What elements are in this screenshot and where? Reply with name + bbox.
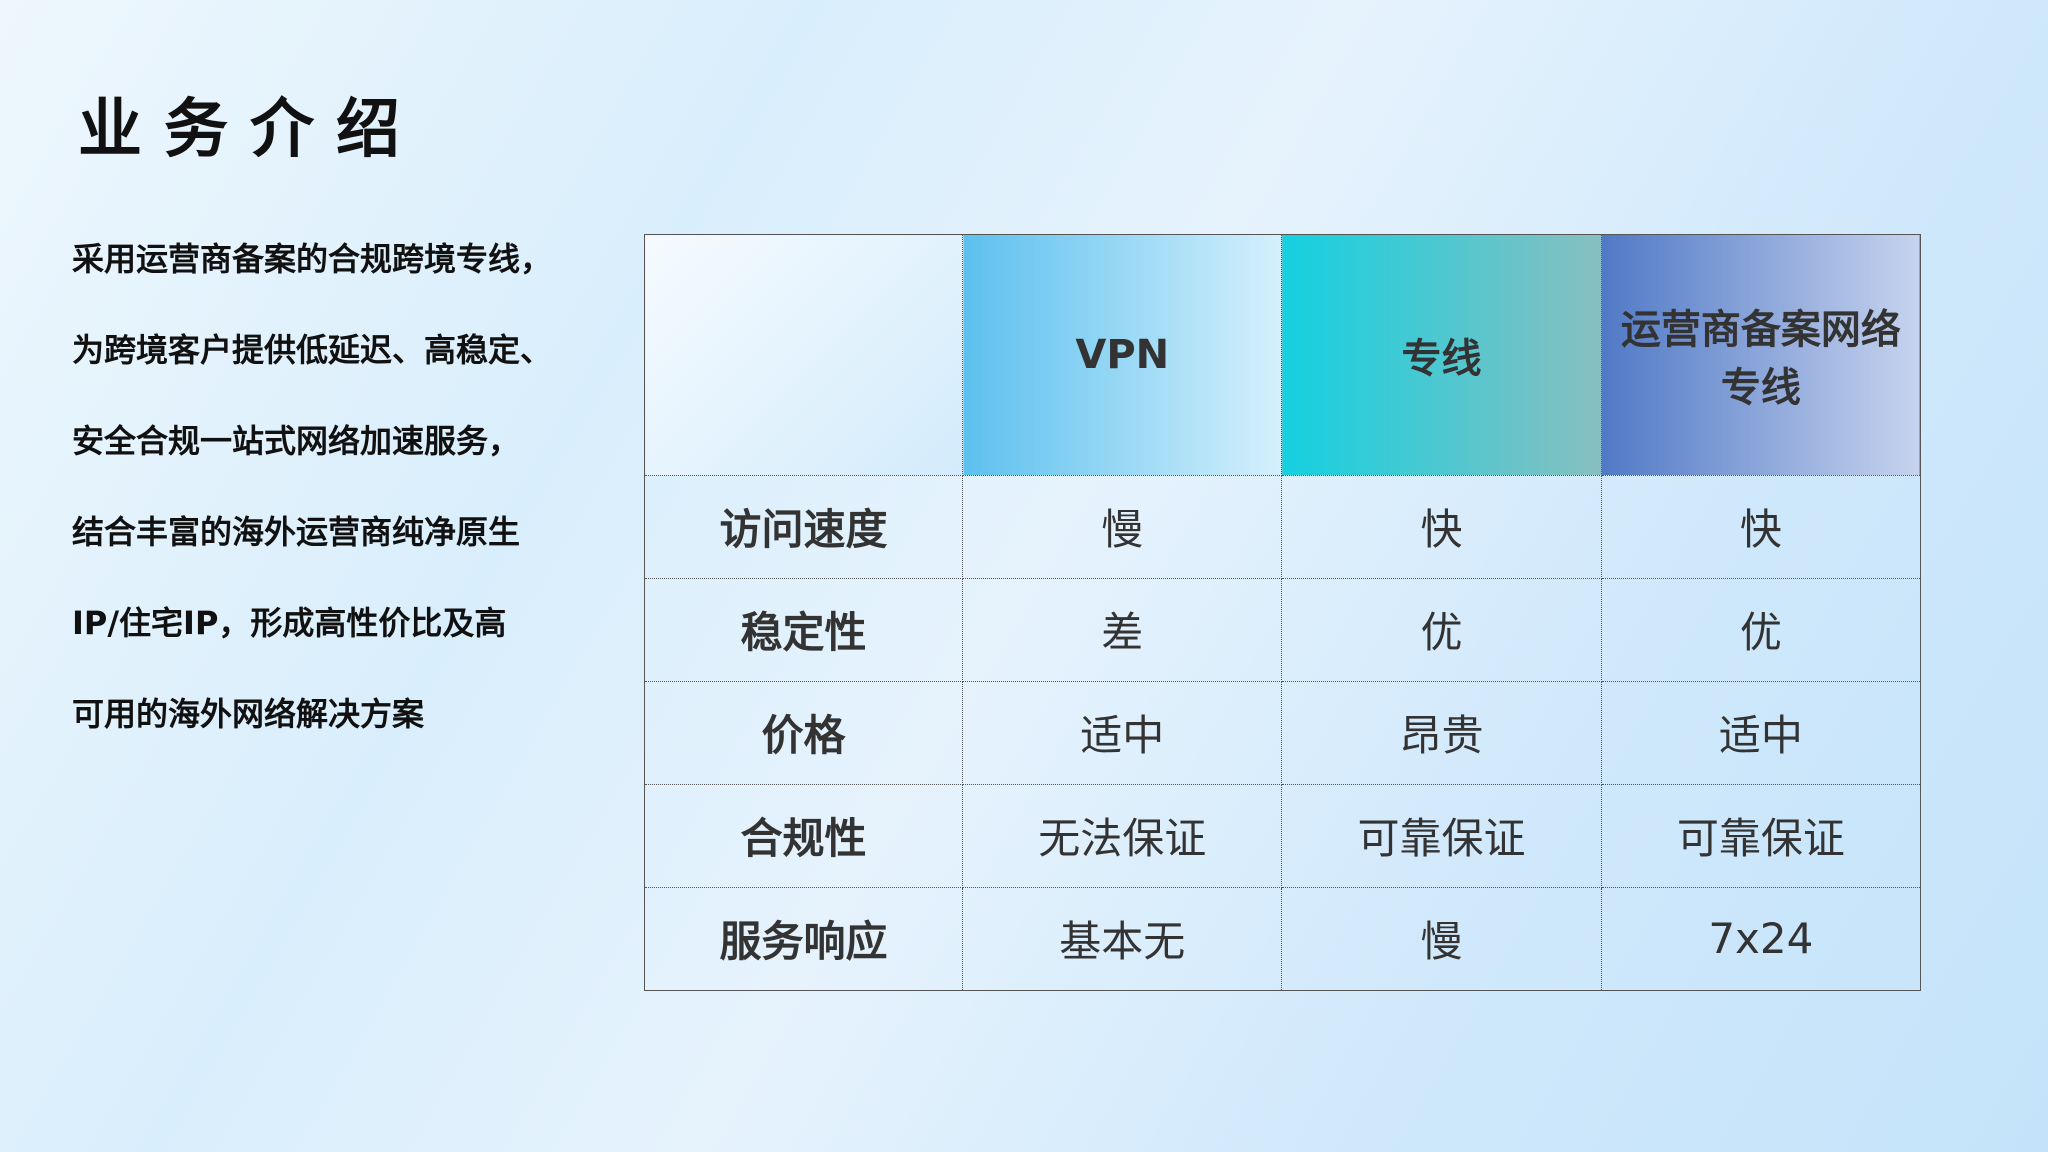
row-label: 合规性 [643,783,964,888]
header-cell-dedicated-line: 专线 [1281,234,1602,476]
table-cell: 差 [962,577,1283,682]
table-row: 稳定性差优优 [643,577,1922,682]
description-line: 采用运营商备案的合规跨境专线， [72,240,553,278]
table-row: 访问速度慢快快 [643,474,1922,579]
description-line: 为跨境客户提供低延迟、高稳定、 [72,331,553,369]
description-line: 可用的海外网络解决方案 [72,695,425,733]
table-cell: 优 [1600,577,1922,682]
table-cell: 快 [1600,474,1922,579]
table-cell: 慢 [962,474,1283,579]
row-label: 稳定性 [643,577,964,682]
table-cell: 无法保证 [962,783,1283,888]
comparison-table: VPN 专线 运营商备案网络专线 访问速度慢快快稳定性差优优价格 适中 昂贵 适中 合规… [643,234,1922,992]
page-title: 业务介绍 [78,93,422,167]
table-cell: 可靠保证 [1281,783,1602,888]
table-cell: 适中 [962,680,1283,785]
table-cell: 慢 [1281,886,1602,992]
table-cell: 基本无 [962,886,1283,992]
table-header-row: VPN 专线 运营商备案网络专线 [643,234,1922,476]
description-line: 安全合规一站式网络加速服务， [72,422,521,460]
description-line: 结合丰富的海外运营商纯净原生 [72,513,521,551]
table-cell: 7x24 [1600,886,1922,992]
table-cell: 昂贵 [1281,680,1602,785]
table-cell: 快 [1281,474,1602,579]
table-cell: 优 [1281,577,1602,682]
description: 采用运营商备案的合规跨境专线， 为跨境客户提供低延迟、高稳定、 安全合规一站式网… [72,236,612,782]
table-row: 服务响应 基本无慢 7x24 [643,886,1922,992]
row-label: 服务响应 [643,886,964,992]
header-cell-carrier-line: 运营商备案网络专线 [1600,234,1922,476]
header-cell-vpn: VPN [962,234,1283,476]
table-cell: 可靠保证 [1600,783,1922,888]
table-row: 价格 适中 昂贵 适中 [643,680,1922,785]
description-line: IP/住宅IP，形成高性价比及高 [72,604,507,642]
table-row: 合规性 无法保证 可靠保证 可靠保证 [643,783,1922,888]
row-label: 访问速度 [643,474,964,579]
row-label: 价格 [643,680,964,785]
table-cell: 适中 [1600,680,1922,785]
header-cell [643,234,964,476]
